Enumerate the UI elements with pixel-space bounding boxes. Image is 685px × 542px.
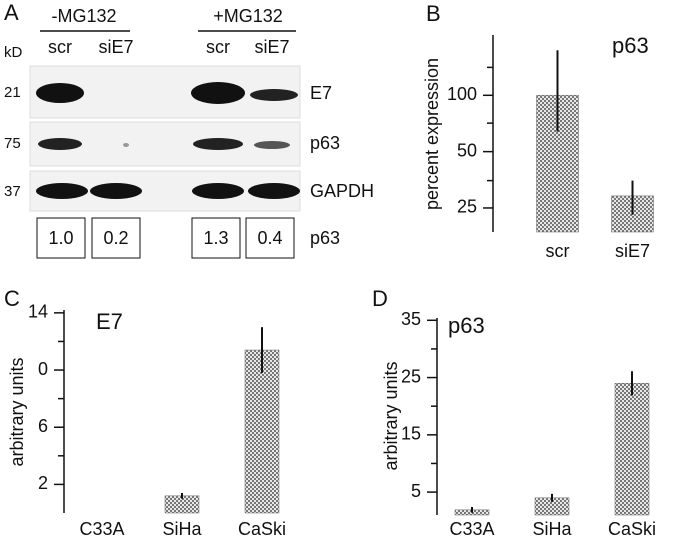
y-axis-label: percent expression	[422, 58, 442, 210]
band	[90, 183, 142, 199]
kd-value: 21	[4, 84, 21, 101]
chart-title: p63	[612, 33, 649, 58]
lane-label: siE7	[254, 37, 289, 57]
bar	[244, 349, 280, 514]
quant-value: 1.0	[48, 228, 73, 248]
panel-label: D	[372, 286, 388, 311]
quant-box	[191, 217, 241, 259]
y-tick-label: 35	[401, 309, 421, 329]
y-axis-label: arbitrary units	[381, 361, 401, 470]
panel-label: C	[4, 286, 20, 311]
quant-value: 0.2	[103, 228, 128, 248]
row-name: p63	[310, 133, 340, 153]
y-tick-label: 2	[38, 473, 48, 493]
x-tick-label: C33A	[79, 519, 124, 539]
y-tick-label: 0	[38, 359, 48, 379]
x-tick-label: CaSki	[608, 519, 656, 539]
band	[36, 183, 88, 199]
quant-box	[245, 217, 295, 259]
band	[191, 82, 245, 104]
kd-header: kD	[4, 44, 23, 61]
band	[193, 138, 243, 150]
chart-title: p63	[448, 313, 485, 338]
kd-value: 75	[4, 135, 21, 152]
y-tick-label: 5	[411, 481, 421, 501]
y-tick-label: 6	[38, 416, 48, 436]
quant-name: p63	[310, 228, 340, 248]
bar	[614, 383, 650, 516]
y-tick-label: 14	[28, 302, 48, 322]
panel-a: A -MG132 +MG132 kD scr siE7 scr siE7 21 …	[4, 0, 374, 259]
x-tick-label: C33A	[449, 519, 494, 539]
x-tick-label: siE7	[615, 241, 650, 261]
x-tick-label: SiHa	[162, 519, 202, 539]
lane-label: scr	[48, 37, 72, 57]
band	[248, 183, 300, 199]
quant-value: 0.4	[257, 228, 282, 248]
row-name: E7	[310, 83, 332, 103]
chart-title: E7	[96, 309, 123, 334]
band	[123, 143, 129, 147]
x-tick-label: SiHa	[532, 519, 572, 539]
group-label: -MG132	[51, 6, 116, 26]
band	[38, 138, 82, 150]
band	[192, 183, 244, 199]
y-tick-label: 100	[447, 84, 477, 104]
band	[254, 141, 290, 149]
y-tick-label: 15	[401, 424, 421, 444]
y-axis-label: arbitrary units	[7, 357, 27, 466]
row-name: GAPDH	[310, 181, 374, 201]
lane-label: siE7	[98, 37, 133, 57]
quant-box	[91, 217, 141, 259]
panel-label: A	[4, 0, 19, 25]
band	[36, 83, 84, 103]
quant-value: 1.3	[203, 228, 228, 248]
group-label: +MG132	[213, 6, 283, 26]
y-tick-label: 25	[401, 366, 421, 386]
x-tick-label: CaSki	[238, 519, 286, 539]
lane-label: scr	[206, 37, 230, 57]
quant-box	[36, 217, 86, 259]
panel-label: B	[426, 1, 441, 26]
x-tick-label: scr	[546, 241, 570, 261]
y-tick-label: 25	[457, 197, 477, 217]
kd-value: 37	[4, 183, 21, 200]
y-tick-label: 50	[457, 140, 477, 160]
band	[250, 89, 298, 101]
